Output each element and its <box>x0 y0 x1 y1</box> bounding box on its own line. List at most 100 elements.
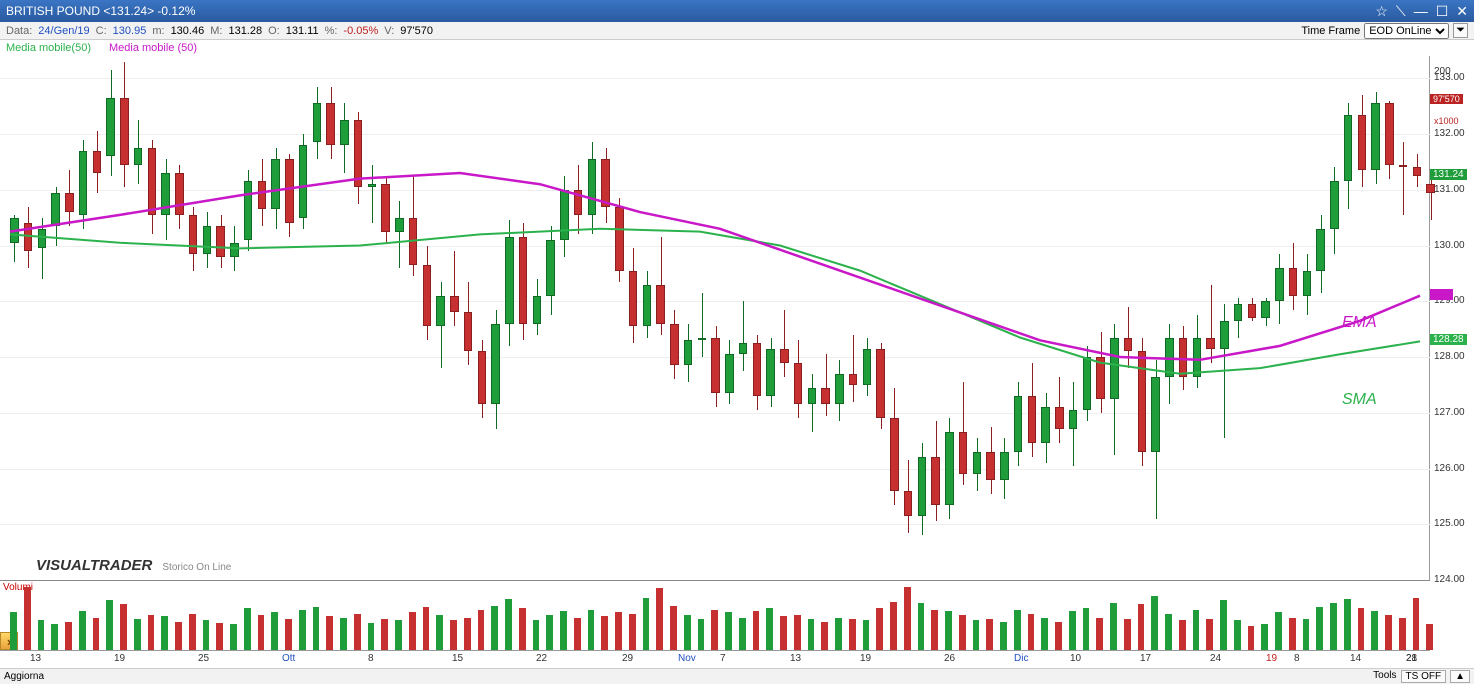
volume-bar[interactable] <box>409 612 416 650</box>
volume-bar[interactable] <box>161 616 168 650</box>
volume-bar[interactable] <box>821 622 828 650</box>
volume-bar[interactable] <box>51 624 58 650</box>
volume-bar[interactable] <box>244 608 251 650</box>
volume-bar[interactable] <box>203 620 210 650</box>
volume-bar[interactable] <box>1138 604 1145 650</box>
volume-bar[interactable] <box>423 607 430 650</box>
volume-bar[interactable] <box>918 603 925 650</box>
volume-bar[interactable] <box>1000 622 1007 650</box>
volume-bar[interactable] <box>931 610 938 650</box>
volume-bar[interactable] <box>450 620 457 650</box>
volume-bar[interactable] <box>395 620 402 650</box>
volume-bar[interactable] <box>629 614 636 650</box>
volume-panel[interactable]: Volumi › <box>0 580 1430 650</box>
volume-bar[interactable] <box>574 618 581 650</box>
volume-bar[interactable] <box>216 623 223 650</box>
volume-bar[interactable] <box>1413 598 1420 651</box>
volume-bar[interactable] <box>766 608 773 650</box>
volume-bar[interactable] <box>134 619 141 650</box>
volume-bar[interactable] <box>1014 610 1021 650</box>
volume-bar[interactable] <box>491 606 498 650</box>
volume-bar[interactable] <box>1124 619 1131 650</box>
volume-bar[interactable] <box>368 623 375 650</box>
volume-bar[interactable] <box>1069 611 1076 650</box>
volume-bar[interactable] <box>739 618 746 650</box>
chart-area[interactable]: VISUALTRADER Storico On Line <box>0 56 1474 668</box>
volume-bar[interactable] <box>904 587 911 650</box>
volume-bar[interactable] <box>780 616 787 650</box>
volume-bar[interactable] <box>93 618 100 650</box>
status-up-icon[interactable]: ▲ <box>1450 670 1470 683</box>
volume-bar[interactable] <box>271 612 278 650</box>
star-icon[interactable]: ☆ <box>1375 3 1388 20</box>
volume-bar[interactable] <box>615 612 622 650</box>
volume-bar[interactable] <box>436 615 443 650</box>
volume-bar[interactable] <box>1234 620 1241 650</box>
volume-bar[interactable] <box>24 587 31 650</box>
volume-bar[interactable] <box>148 615 155 650</box>
volume-bar[interactable] <box>285 619 292 650</box>
volume-bar[interactable] <box>876 608 883 650</box>
volume-bar[interactable] <box>560 611 567 650</box>
volume-bar[interactable] <box>1110 603 1117 650</box>
volume-bar[interactable] <box>354 614 361 650</box>
volume-bar[interactable] <box>725 612 732 650</box>
volume-bar[interactable] <box>326 616 333 650</box>
volume-bar[interactable] <box>1096 618 1103 650</box>
volume-bar[interactable] <box>464 618 471 650</box>
volume-bar[interactable] <box>1028 614 1035 650</box>
volume-bar[interactable] <box>959 615 966 650</box>
volume-bar[interactable] <box>1426 624 1433 650</box>
volume-bar[interactable] <box>189 614 196 650</box>
volume-bar[interactable] <box>973 620 980 650</box>
volume-bar[interactable] <box>1275 612 1282 650</box>
volume-bar[interactable] <box>38 620 45 650</box>
volume-bar[interactable] <box>1248 626 1255 650</box>
volume-bar[interactable] <box>601 616 608 650</box>
volume-bar[interactable] <box>175 622 182 650</box>
volume-bar[interactable] <box>1179 620 1186 650</box>
volume-bar[interactable] <box>588 610 595 650</box>
volume-bar[interactable] <box>1261 624 1268 650</box>
volume-bar[interactable] <box>835 618 842 650</box>
timeframe-dropdown-icon[interactable]: ⏷ <box>1453 23 1468 38</box>
volume-bar[interactable] <box>533 620 540 650</box>
volume-bar[interactable] <box>1206 619 1213 650</box>
volume-bar[interactable] <box>986 619 993 650</box>
volume-bar[interactable] <box>1316 607 1323 650</box>
volume-bar[interactable] <box>1083 608 1090 650</box>
volume-bar[interactable] <box>1220 600 1227 650</box>
volume-bar[interactable] <box>106 600 113 650</box>
tool-icon[interactable]: ⟍ <box>1396 3 1406 20</box>
minimize-icon[interactable]: — <box>1414 3 1428 20</box>
volume-bar[interactable] <box>120 604 127 650</box>
volume-bar[interactable] <box>643 598 650 651</box>
volume-bar[interactable] <box>1385 615 1392 650</box>
volume-bar[interactable] <box>890 602 897 650</box>
maximize-icon[interactable]: ☐ <box>1436 3 1449 20</box>
volume-bar[interactable] <box>1289 618 1296 650</box>
volume-bar[interactable] <box>670 606 677 650</box>
volume-bar[interactable] <box>340 618 347 650</box>
volume-bar[interactable] <box>1151 596 1158 650</box>
volume-bar[interactable] <box>65 622 72 650</box>
volume-bar[interactable] <box>808 619 815 650</box>
volume-bar[interactable] <box>698 619 705 650</box>
volume-bar[interactable] <box>478 610 485 650</box>
volume-bar[interactable] <box>505 599 512 650</box>
volume-bar[interactable] <box>299 610 306 650</box>
volume-bar[interactable] <box>519 608 526 650</box>
volume-bar[interactable] <box>753 611 760 650</box>
volume-bar[interactable] <box>863 620 870 650</box>
volume-bar[interactable] <box>1055 622 1062 650</box>
volume-bar[interactable] <box>945 611 952 650</box>
volume-bar[interactable] <box>381 619 388 650</box>
ts-button[interactable]: TS OFF <box>1401 670 1447 683</box>
volume-bar[interactable] <box>1330 603 1337 650</box>
volume-bar[interactable] <box>1165 614 1172 650</box>
volume-bar[interactable] <box>684 615 691 650</box>
volume-bar[interactable] <box>258 615 265 650</box>
volume-bar[interactable] <box>656 588 663 650</box>
volume-bar[interactable] <box>10 612 17 650</box>
volume-bar[interactable] <box>230 624 237 650</box>
